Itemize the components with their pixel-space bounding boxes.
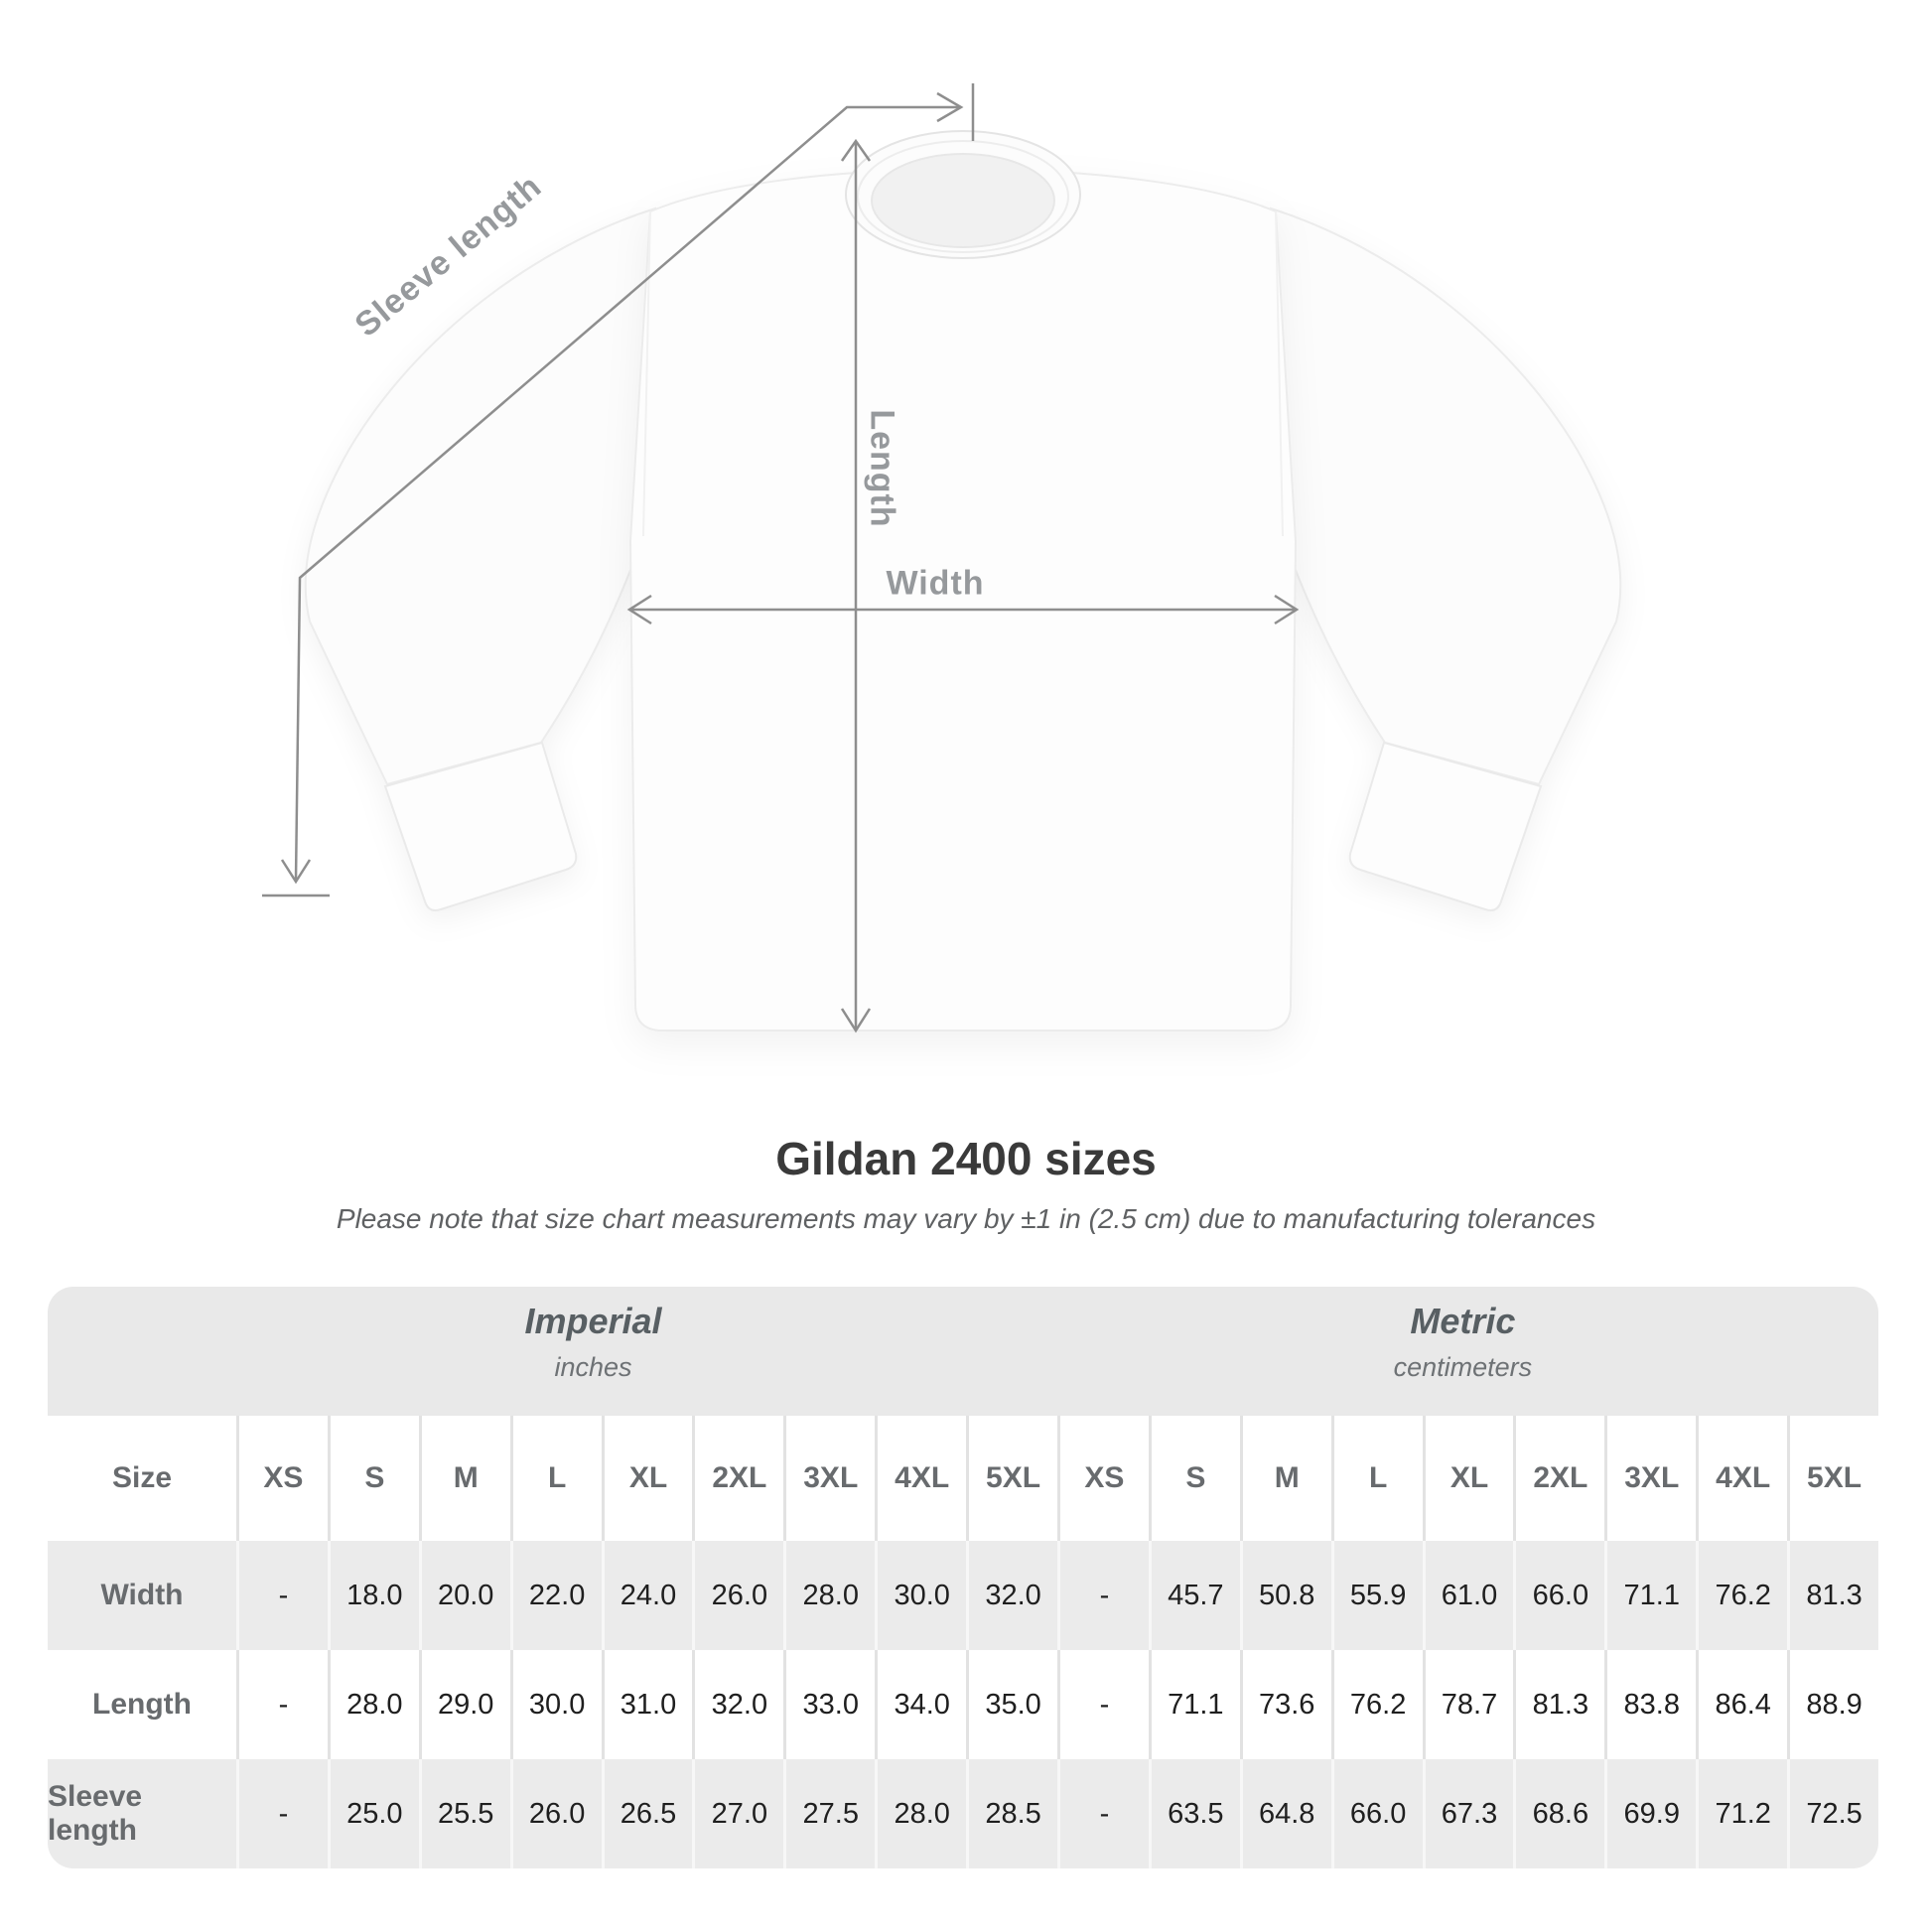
value-cell: 61.0 [1422, 1541, 1514, 1650]
size-header-cell: 3XL [1604, 1416, 1697, 1541]
value-cell: 71.2 [1696, 1759, 1788, 1868]
value-cell: - [236, 1650, 328, 1759]
width-arrow [626, 594, 1300, 625]
value-cell: 29.0 [418, 1650, 510, 1759]
value-cell: 66.0 [1513, 1541, 1605, 1650]
value-cell: 45.7 [1148, 1541, 1240, 1650]
value-cell: 30.0 [509, 1650, 602, 1759]
value-cell: 76.2 [1330, 1650, 1423, 1759]
value-cell: 28.5 [966, 1759, 1057, 1868]
size-header-cell: L [1330, 1416, 1423, 1541]
unit-header-band: Imperial inches Metric centimeters [48, 1287, 1878, 1416]
value-cell: 27.0 [692, 1759, 784, 1868]
size-header-cell: XS [236, 1416, 328, 1541]
shirt-graphic [262, 83, 1622, 1034]
value-cell: 28.0 [875, 1759, 967, 1868]
value-cell: - [236, 1541, 328, 1650]
value-cell: 76.2 [1696, 1541, 1788, 1650]
value-cell: 55.9 [1330, 1541, 1423, 1650]
value-cell: 26.0 [509, 1759, 602, 1868]
value-cell: 33.0 [783, 1650, 876, 1759]
value-cell: 68.6 [1513, 1759, 1605, 1868]
value-cell: 81.3 [1787, 1541, 1878, 1650]
value-cell: 86.4 [1696, 1650, 1788, 1759]
metric-title: Metric [1410, 1301, 1516, 1341]
size-header-cell: S [1148, 1416, 1240, 1541]
size-table: Imperial inches Metric centimeters Size X… [48, 1287, 1878, 1868]
size-header-cell: XL [1422, 1416, 1514, 1541]
size-table-grid: Size XS S M L XL 2XL 3XL 4XL 5XL XS S M L XL 2XL 3XL 4XL 5… [48, 1416, 1878, 1868]
shirt-measurement-diagram: Sleeve length Length Width [262, 83, 1622, 1034]
value-cell: 34.0 [875, 1650, 967, 1759]
value-cell: 83.8 [1604, 1650, 1697, 1759]
width-label: Width [886, 564, 985, 603]
value-cell: 27.5 [783, 1759, 876, 1868]
value-cell: 18.0 [327, 1541, 419, 1650]
size-header-cell: 2XL [1513, 1416, 1605, 1541]
title-block: Gildan 2400 sizes Please note that size … [0, 1132, 1932, 1235]
length-arrow [840, 138, 872, 1034]
page-title: Gildan 2400 sizes [775, 1133, 1157, 1184]
value-cell: 26.5 [601, 1759, 693, 1868]
size-header-cell: 4XL [875, 1416, 967, 1541]
value-cell: 66.0 [1330, 1759, 1423, 1868]
value-cell: - [1056, 1650, 1149, 1759]
size-header-cell: 5XL [1787, 1416, 1878, 1541]
imperial-title: Imperial [524, 1301, 662, 1341]
imperial-unit: inches [554, 1352, 632, 1382]
value-cell: - [1056, 1541, 1149, 1650]
value-cell: 25.0 [327, 1759, 419, 1868]
value-cell: 72.5 [1787, 1759, 1878, 1868]
row-label: Length [48, 1650, 236, 1759]
value-cell: 24.0 [601, 1541, 693, 1650]
length-label: Length [863, 409, 901, 528]
value-cell: - [236, 1759, 328, 1868]
size-header-cell: 2XL [692, 1416, 784, 1541]
sleeve-length-arrow [262, 83, 975, 897]
size-header-cell: XS [1056, 1416, 1149, 1541]
value-cell: 71.1 [1148, 1650, 1240, 1759]
shirt-right-sleeve-shape [1269, 207, 1622, 911]
size-header-cell: XL [601, 1416, 693, 1541]
metric-unit: centimeters [1393, 1352, 1533, 1382]
size-column-header: Size [48, 1416, 236, 1541]
value-cell: 73.6 [1239, 1650, 1331, 1759]
value-cell: 20.0 [418, 1541, 510, 1650]
size-header-cell: M [418, 1416, 510, 1541]
value-cell: 28.0 [783, 1541, 876, 1650]
value-cell: 69.9 [1604, 1759, 1697, 1868]
value-cell: 81.3 [1513, 1650, 1605, 1759]
value-cell: 32.0 [692, 1650, 784, 1759]
size-header-cell: 4XL [1696, 1416, 1788, 1541]
value-cell: - [1056, 1759, 1149, 1868]
size-header-cell: L [509, 1416, 602, 1541]
row-label: Sleeve length [48, 1759, 236, 1868]
size-header-cell: 5XL [966, 1416, 1057, 1541]
value-cell: 31.0 [601, 1650, 693, 1759]
value-cell: 32.0 [966, 1541, 1057, 1650]
size-header-cell: M [1239, 1416, 1331, 1541]
metric-section-header: Metric centimeters [1394, 1301, 1533, 1383]
value-cell: 67.3 [1422, 1759, 1514, 1868]
shirt-body-shape [628, 168, 1298, 1032]
value-cell: 25.5 [418, 1759, 510, 1868]
value-cell: 28.0 [327, 1650, 419, 1759]
value-cell: 78.7 [1422, 1650, 1514, 1759]
value-cell: 35.0 [966, 1650, 1057, 1759]
value-cell: 63.5 [1148, 1759, 1240, 1868]
size-header-cell: 3XL [783, 1416, 876, 1541]
value-cell: 64.8 [1239, 1759, 1331, 1868]
value-cell: 71.1 [1604, 1541, 1697, 1650]
value-cell: 30.0 [875, 1541, 967, 1650]
value-cell: 88.9 [1787, 1650, 1878, 1759]
imperial-section-header: Imperial inches [524, 1301, 661, 1383]
size-header-cell: S [327, 1416, 419, 1541]
value-cell: 50.8 [1239, 1541, 1331, 1650]
value-cell: 26.0 [692, 1541, 784, 1650]
tolerance-note: Please note that size chart measurements… [336, 1203, 1596, 1234]
shirt-collar-shape [845, 130, 1081, 259]
value-cell: 22.0 [509, 1541, 602, 1650]
row-label: Width [48, 1541, 236, 1650]
